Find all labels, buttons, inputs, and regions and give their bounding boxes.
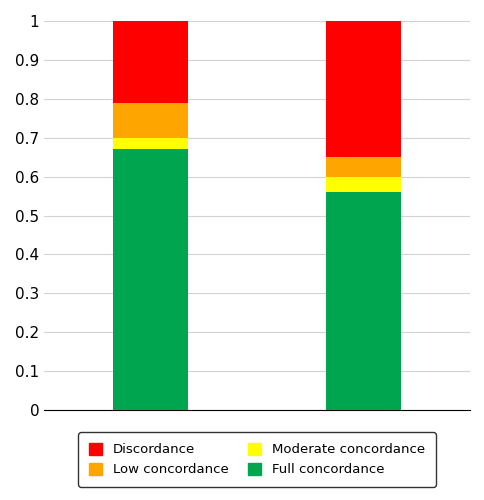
- Bar: [326, 157, 400, 176]
- Bar: [113, 21, 187, 102]
- Bar: [113, 150, 187, 410]
- Legend: Discordance, Low concordance, Moderate concordance, Full concordance: Discordance, Low concordance, Moderate c…: [78, 432, 435, 486]
- Bar: [113, 138, 187, 149]
- Bar: [326, 192, 400, 410]
- Bar: [113, 102, 187, 138]
- Bar: [326, 21, 400, 157]
- Bar: [326, 176, 400, 192]
